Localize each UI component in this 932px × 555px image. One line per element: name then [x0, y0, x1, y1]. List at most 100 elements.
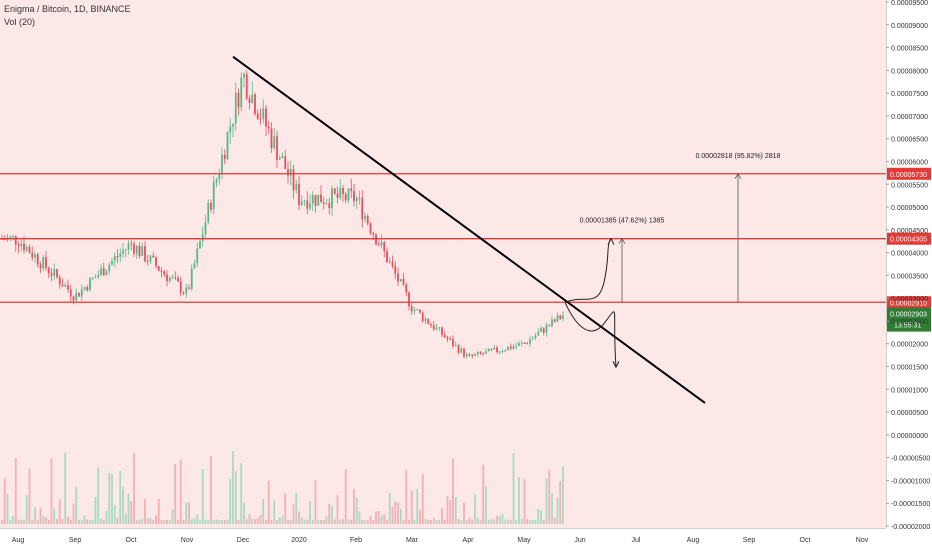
candle-body [237, 92, 240, 108]
candle-body [493, 347, 496, 350]
volume-bar [342, 519, 344, 524]
volume-bar [336, 495, 339, 524]
volume-bar [157, 498, 160, 524]
volume-bar [276, 519, 278, 524]
candle-body [504, 350, 507, 352]
candle-body [204, 222, 207, 235]
candle-body [399, 278, 402, 282]
candle-body [375, 234, 377, 245]
candle-body [251, 94, 254, 103]
volume-bar [212, 519, 215, 524]
candle-body [386, 250, 388, 263]
volume-bar [223, 520, 226, 524]
price-tick-label: 0.00005500 [891, 182, 928, 189]
candle-body [31, 252, 34, 258]
volume-bar [100, 518, 102, 524]
volume-bar [45, 517, 47, 524]
volume-bar [267, 480, 270, 524]
candle-body [551, 319, 553, 326]
volume-bar [119, 470, 122, 524]
volume-bar [314, 480, 317, 524]
volume-bar [413, 519, 416, 524]
volume-bar [138, 520, 141, 524]
volume-bar [201, 468, 204, 524]
candle-body [226, 132, 229, 160]
volume-bar [166, 519, 168, 524]
price-tick-label: 0.00002000 [891, 342, 928, 349]
volume-bar [185, 502, 188, 524]
candle-body [537, 331, 540, 336]
volume-bar [83, 516, 86, 524]
volume-bar [190, 519, 193, 524]
time-tick-label: Aug [12, 537, 25, 544]
candle-body [201, 234, 204, 241]
volume-bar [551, 493, 553, 524]
volume-bar [94, 497, 97, 524]
price-tick-label: 0.00003000 [891, 296, 928, 303]
volume-bar [130, 500, 133, 524]
price-tick-label: -0.00001500 [891, 501, 930, 508]
candle-body [111, 260, 113, 265]
time-tick-label: Jun [574, 537, 585, 544]
volume-bar [441, 508, 443, 524]
drawings: 0.00001385 (47.62%) 1385 0.00002818 (95.8… [232, 55, 781, 404]
volume-indicator-title[interactable]: Vol (20) [4, 17, 36, 27]
candle-body [498, 351, 501, 353]
candle-body [548, 324, 551, 326]
measure-arrowhead [618, 237, 626, 244]
candle-body [9, 236, 12, 238]
candle-body [468, 354, 471, 356]
volume-bar [58, 499, 61, 524]
symbol-title[interactable]: Enigma / Bitcoin, 1D, BINANCE [4, 4, 131, 14]
time-axis-background [0, 528, 886, 550]
volume-bar [127, 493, 130, 524]
candle-body [163, 271, 166, 275]
candle-body [64, 285, 67, 287]
volume-bar [350, 519, 353, 524]
price-tick-label: -0.00001000 [891, 478, 930, 485]
level-price-label: 0.00002910 [890, 300, 927, 307]
volume-bar [331, 506, 333, 524]
volume-bar [432, 518, 435, 524]
volume-bar [377, 510, 380, 524]
candle-body [3, 239, 6, 241]
time-tick-label: Sep [69, 537, 82, 544]
price-tick-label: -0.00002000 [891, 524, 930, 531]
price-tick-label: 0.00005000 [891, 205, 928, 212]
candle-body [487, 348, 490, 352]
volume-bar [300, 517, 303, 524]
volume-bars [1, 451, 564, 524]
volume-bar [424, 518, 427, 524]
candle-body [155, 257, 157, 267]
volume-bar [196, 514, 199, 524]
volume-bar [416, 488, 419, 524]
volume-bar [295, 492, 298, 524]
volume-bar [36, 519, 39, 524]
volume-bar [383, 514, 386, 524]
candle-body [122, 250, 124, 254]
time-tick-label: Nov [856, 537, 869, 544]
volume-bar [97, 467, 100, 524]
time-tick-label: 2020 [291, 537, 307, 544]
volume-bar [347, 519, 350, 524]
volume-bar [229, 479, 232, 524]
volume-bar [344, 469, 347, 524]
volume-bar [358, 511, 361, 524]
candle-body [135, 245, 138, 254]
volume-bar [333, 519, 336, 524]
volume-bar [518, 477, 520, 524]
candle-body [553, 319, 556, 322]
volume-bar [67, 516, 69, 524]
volume-bar [548, 469, 551, 524]
volume-bar [31, 519, 34, 524]
candle-body [17, 244, 20, 247]
plot-background [0, 0, 886, 528]
candle-body [479, 351, 482, 354]
candle-body [339, 187, 342, 198]
volume-bar [278, 517, 281, 524]
candle-body [102, 268, 105, 276]
candle-body [485, 351, 487, 354]
volume-bar [322, 519, 325, 524]
